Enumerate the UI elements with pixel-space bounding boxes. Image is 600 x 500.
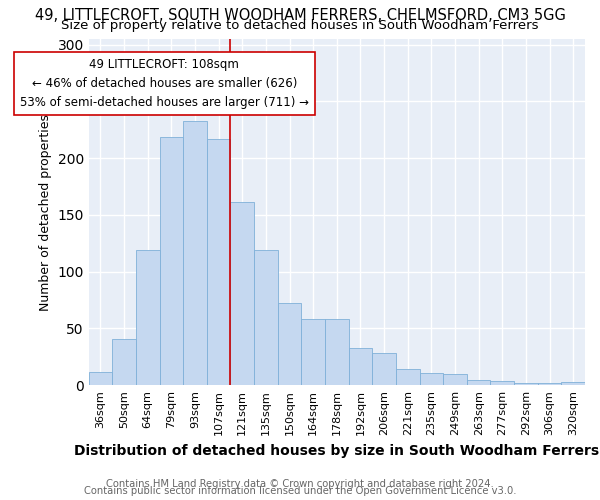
Text: Contains HM Land Registry data © Crown copyright and database right 2024.: Contains HM Land Registry data © Crown c… bbox=[106, 479, 494, 489]
Bar bbox=[301, 320, 325, 385]
Bar bbox=[443, 374, 467, 385]
Bar bbox=[514, 383, 538, 385]
Bar bbox=[207, 139, 230, 385]
Bar bbox=[230, 202, 254, 385]
Bar bbox=[396, 370, 419, 385]
Bar bbox=[160, 136, 183, 385]
Bar bbox=[325, 320, 349, 385]
X-axis label: Distribution of detached houses by size in South Woodham Ferrers: Distribution of detached houses by size … bbox=[74, 444, 599, 458]
Text: 49, LITTLECROFT, SOUTH WOODHAM FERRERS, CHELMSFORD, CM3 5GG: 49, LITTLECROFT, SOUTH WOODHAM FERRERS, … bbox=[35, 8, 565, 22]
Bar bbox=[372, 354, 396, 385]
Bar bbox=[112, 338, 136, 385]
Text: Size of property relative to detached houses in South Woodham Ferrers: Size of property relative to detached ho… bbox=[61, 19, 539, 32]
Bar bbox=[89, 372, 112, 385]
Bar bbox=[490, 380, 514, 385]
Bar bbox=[562, 382, 585, 385]
Bar bbox=[278, 304, 301, 385]
Bar bbox=[419, 372, 443, 385]
Bar bbox=[183, 120, 207, 385]
Bar bbox=[254, 250, 278, 385]
Bar bbox=[538, 383, 562, 385]
Bar bbox=[467, 380, 490, 385]
Bar bbox=[349, 348, 372, 385]
Text: Contains public sector information licensed under the Open Government Licence v3: Contains public sector information licen… bbox=[84, 486, 516, 496]
Y-axis label: Number of detached properties: Number of detached properties bbox=[39, 114, 52, 310]
Text: 49 LITTLECROFT: 108sqm
← 46% of detached houses are smaller (626)
53% of semi-de: 49 LITTLECROFT: 108sqm ← 46% of detached… bbox=[20, 58, 309, 110]
Bar bbox=[136, 250, 160, 385]
